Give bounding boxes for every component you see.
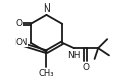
Text: NH: NH xyxy=(67,51,81,60)
Text: CH₃: CH₃ xyxy=(39,69,54,78)
Text: O: O xyxy=(82,63,89,72)
Text: HN: HN xyxy=(14,38,28,47)
Text: N: N xyxy=(43,5,50,14)
Text: O: O xyxy=(16,38,23,47)
Text: H: H xyxy=(43,3,50,12)
Text: O: O xyxy=(16,19,23,28)
